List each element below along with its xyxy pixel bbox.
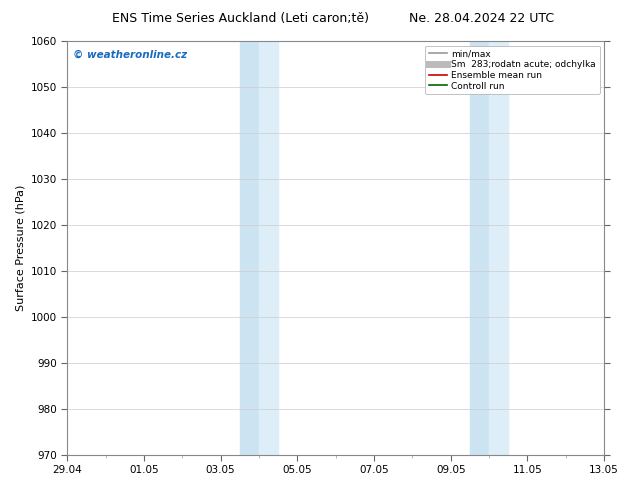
Bar bbox=[470, 41, 489, 455]
Legend: min/max, Sm  283;rodatn acute; odchylka, Ensemble mean run, Controll run: min/max, Sm 283;rodatn acute; odchylka, … bbox=[425, 46, 600, 94]
Bar bbox=[259, 41, 278, 455]
Y-axis label: Surface Pressure (hPa): Surface Pressure (hPa) bbox=[15, 185, 25, 311]
Bar bbox=[489, 41, 508, 455]
Text: ENS Time Series Auckland (Leti caron;tě): ENS Time Series Auckland (Leti caron;tě) bbox=[112, 12, 370, 25]
Text: Ne. 28.04.2024 22 UTC: Ne. 28.04.2024 22 UTC bbox=[410, 12, 554, 25]
Text: © weatheronline.cz: © weatheronline.cz bbox=[72, 49, 187, 59]
Bar bbox=[240, 41, 259, 455]
